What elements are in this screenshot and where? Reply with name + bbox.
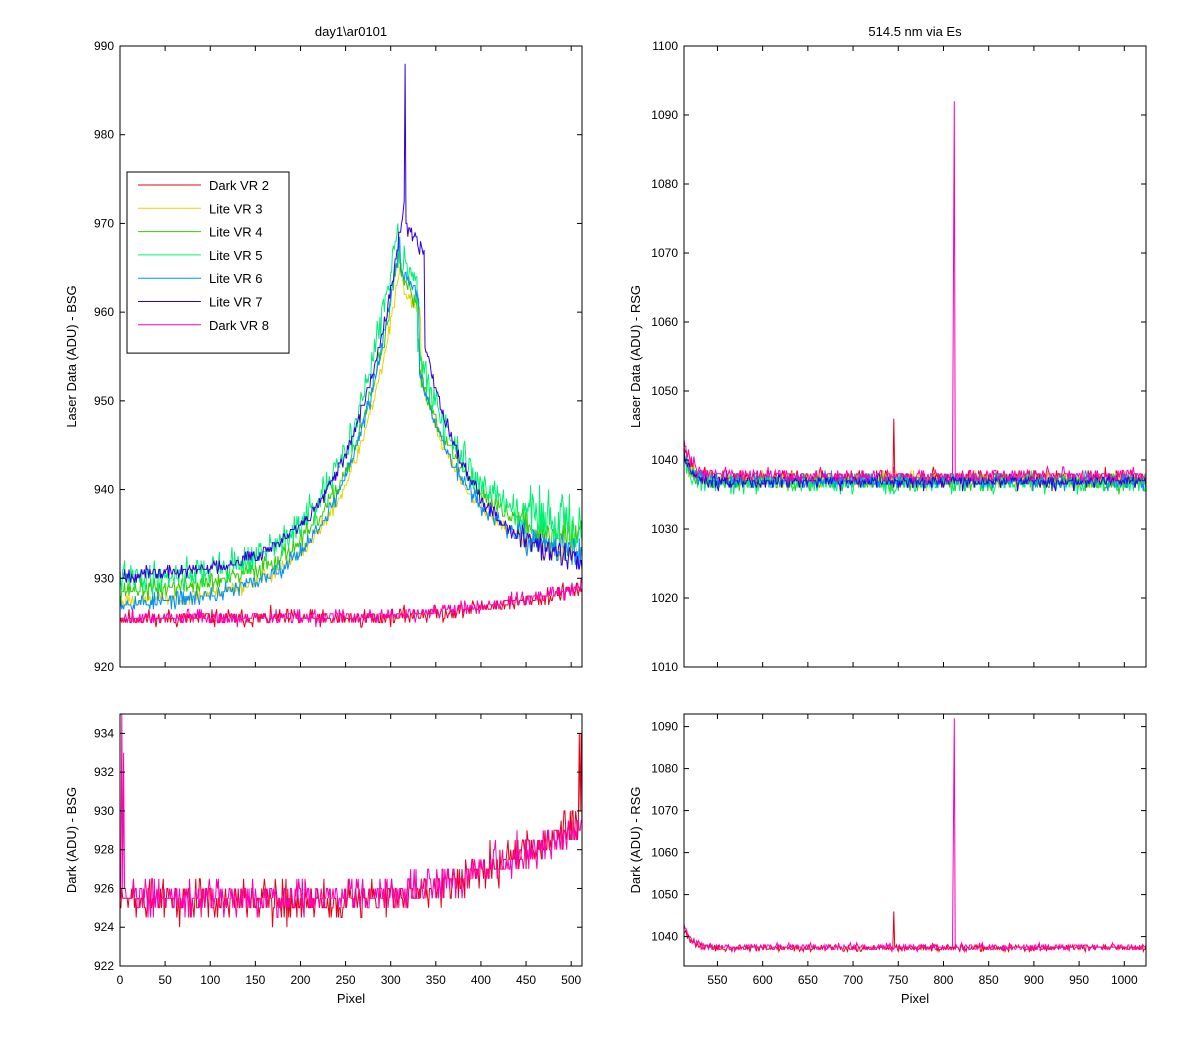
y-axis-label: Dark (ADU) - BSG xyxy=(64,787,79,893)
x-tick-label: 450 xyxy=(516,973,536,987)
x-tick-label: 0 xyxy=(117,973,124,987)
chart-1: 920 930 940 950 960 970 980 990 day1\ar0101 Laser… xyxy=(64,24,583,674)
plot-area xyxy=(684,718,1146,954)
chart-title: 514.5 nm via Es xyxy=(868,24,962,39)
y-tick-label: 980 xyxy=(94,128,114,142)
axes-box xyxy=(683,713,1147,967)
y-tick-label: 924 xyxy=(94,920,114,934)
x-tick-label: 150 xyxy=(245,973,265,987)
x-tick-label: 600 xyxy=(753,973,773,987)
series-line-dark-vr-2 xyxy=(120,733,582,928)
x-tick-label: 100 xyxy=(200,973,220,987)
series-line-dark-vr-8 xyxy=(120,578,582,628)
y-tick-label: 934 xyxy=(94,726,114,740)
chart-3: 0 50 100 150 200 250 300 350 400 450 500 922 924 926 9… xyxy=(64,713,583,1006)
y-tick-label: 1050 xyxy=(651,888,678,902)
series-line-dark-vr-8 xyxy=(684,718,1146,954)
x-axis-label: Pixel xyxy=(901,991,929,1006)
series-line-lite-vr-5 xyxy=(120,223,582,597)
chart-2: 1010 1020 1030 1040 1050 1060 1070 1080 1090 1100… xyxy=(628,24,1147,674)
y-axis-label: Dark (ADU) - RSG xyxy=(628,787,643,894)
y-tick-label: 1060 xyxy=(651,315,678,329)
y-tick-label: 940 xyxy=(94,483,114,497)
plot-area xyxy=(120,714,582,928)
y-axis-label: Laser Data (ADU) - RSG xyxy=(628,285,643,428)
y-tick-label: 1090 xyxy=(651,108,678,122)
x-tick-label: 300 xyxy=(381,973,401,987)
y-tick-label: 990 xyxy=(94,39,114,53)
x-tick-label: 850 xyxy=(979,973,999,987)
y-tick-label: 928 xyxy=(94,843,114,857)
x-tick-label: 350 xyxy=(426,973,446,987)
y-tick-label: 1080 xyxy=(651,177,678,191)
legend-entry-label: Dark VR 2 xyxy=(209,178,269,193)
y-tick-label: 926 xyxy=(94,881,114,895)
y-tick-label: 920 xyxy=(94,660,114,674)
legend-entry-label: Dark VR 8 xyxy=(209,318,269,333)
series-line-lite-vr-6 xyxy=(120,236,582,610)
legend-entry-label: Lite VR 5 xyxy=(209,248,262,263)
legend: Dark VR 2 Lite VR 3 Lite VR 4 Lite VR 5 Lite… xyxy=(126,171,290,354)
axes-box xyxy=(683,45,1147,668)
series-line-dark-vr-8 xyxy=(120,714,582,918)
y-tick-label: 1070 xyxy=(651,246,678,260)
x-tick-label: 900 xyxy=(1024,973,1044,987)
legend-entry-label: Lite VR 6 xyxy=(209,271,262,286)
y-tick-label: 1060 xyxy=(651,846,678,860)
x-tick-label: 200 xyxy=(290,973,310,987)
series-line-lite-vr-3 xyxy=(120,262,582,606)
plot-area xyxy=(684,101,1146,495)
x-tick-label: 950 xyxy=(1069,973,1089,987)
y-tick-label: 1100 xyxy=(652,39,678,53)
plot-area xyxy=(120,63,582,628)
x-tick-label: 1000 xyxy=(1111,973,1138,987)
series-line-lite-vr-7 xyxy=(120,63,582,583)
y-tick-label: 922 xyxy=(94,959,114,973)
x-axis-label: Pixel xyxy=(337,991,365,1006)
chart-title: day1\ar0101 xyxy=(315,24,387,39)
y-tick-label: 932 xyxy=(94,765,114,779)
legend-entry-label: Lite VR 4 xyxy=(209,225,262,240)
x-tick-label: 750 xyxy=(888,973,908,987)
y-tick-label: 1050 xyxy=(651,384,678,398)
y-tick-label: 1020 xyxy=(651,591,678,605)
y-tick-label: 1080 xyxy=(651,762,678,776)
x-tick-label: 250 xyxy=(336,973,356,987)
y-axis-label: Laser Data (ADU) - BSG xyxy=(64,285,79,427)
x-tick-label: 650 xyxy=(798,973,818,987)
x-tick-label: 700 xyxy=(843,973,863,987)
chart-4: 550 600 650 700 750 800 850 900 950 1000 1040 1050 1… xyxy=(628,713,1147,1006)
x-tick-label: 800 xyxy=(933,973,953,987)
legend-entry-label: Lite VR 3 xyxy=(209,201,262,216)
x-tick-label: 50 xyxy=(158,973,172,987)
x-tick-label: 400 xyxy=(471,973,491,987)
y-tick-label: 950 xyxy=(94,394,114,408)
y-tick-label: 960 xyxy=(94,305,114,319)
x-tick-label: 500 xyxy=(561,973,581,987)
y-tick-label: 930 xyxy=(94,571,114,585)
x-tick-label: 550 xyxy=(707,973,727,987)
y-tick-label: 1070 xyxy=(651,804,678,818)
legend-box xyxy=(126,171,290,354)
y-tick-label: 1030 xyxy=(651,522,678,536)
y-tick-label: 1040 xyxy=(651,930,678,944)
y-tick-label: 970 xyxy=(94,216,114,230)
series-line-dark-vr-8 xyxy=(684,101,1146,485)
legend-entry-label: Lite VR 7 xyxy=(209,295,262,310)
y-tick-label: 1010 xyxy=(651,660,678,674)
y-tick-label: 1090 xyxy=(651,720,678,734)
axes-box xyxy=(119,713,583,967)
y-tick-label: 1040 xyxy=(651,453,678,467)
axes-box xyxy=(119,45,583,668)
y-tick-label: 930 xyxy=(94,804,114,818)
